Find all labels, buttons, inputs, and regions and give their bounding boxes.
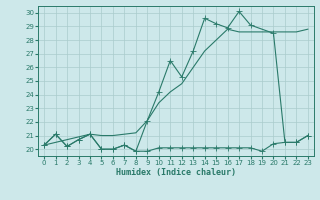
X-axis label: Humidex (Indice chaleur): Humidex (Indice chaleur) [116, 168, 236, 177]
